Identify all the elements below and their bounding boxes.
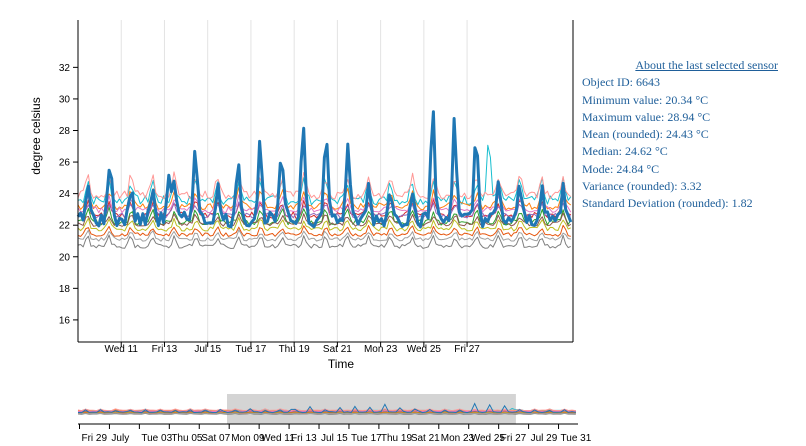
x-tick-label: Fri 13 [152,344,178,355]
sensor-info-panel: About the last selected sensor Object ID… [582,57,802,213]
overview-x-tick-label: Wed 11 [261,433,295,444]
x-tick-label: Mon 23 [364,344,398,355]
mean-value-text: Mean (rounded): 24.43 °C [582,127,709,142]
series-line[interactable] [77,217,572,232]
overview-series-group [77,402,576,415]
median-value-text: Median: 24.62 °C [582,144,668,159]
y-axis-ticks: 16 18 20 22 24 26 28 30 32 [59,63,78,326]
overview-x-tick-label: Mon 09 [231,433,265,444]
mode-value-text: Mode: 24.84 °C [582,161,660,176]
maximum-value-text: Maximum value: 28.94 °C [582,109,711,124]
overview-x-tick-label: Mon 23 [441,433,475,444]
series-line[interactable] [76,110,573,229]
series-line[interactable] [77,229,571,242]
minimum-value-text: Minimum value: 20.34 °C [582,92,709,107]
y-tick-label: 20 [59,252,71,263]
overview-series-line [77,412,576,415]
x-axis-ticks: Wed 11 Fri 13 Jul 15 Tue 17 Thu 19 Sat 21 Mon … [104,342,480,355]
x-tick-label: Tue 17 [236,344,267,355]
overview-x-tick-label: Sat 07 [201,433,230,444]
main-series-group[interactable] [76,110,573,249]
overview-series-line [77,402,576,414]
y-tick-label: 26 [59,158,71,169]
x-tick-label: Wed 11 [104,344,138,355]
y-tick-label: 30 [59,94,71,105]
sensor-info-title-link[interactable]: About the last selected sensor [635,58,778,72]
overview-x-tick-label: Fri 13 [291,433,317,444]
overview-x-tick-label: Fri 27 [501,433,527,444]
x-tick-label: Jul 15 [194,344,221,355]
object-id-text: Object ID: 6643 [582,75,660,90]
overview-x-tick-label: Tue 17 [351,433,382,444]
x-tick-label: Fri 27 [454,344,480,355]
series-line[interactable] [77,234,572,249]
overview-x-tick-label: Thu 19 [381,433,413,444]
overview-x-tick-label: Wed 25 [471,433,506,444]
overview-x-tick-label: Tue 31 [561,433,592,444]
overview-x-tick-label: Sat 21 [411,433,440,444]
x-tick-label: Sat 21 [323,344,352,355]
y-tick-label: 24 [59,189,71,200]
main-gridlines [120,20,468,342]
x-tick-label: Wed 25 [407,344,442,355]
y-tick-label: 18 [59,284,71,295]
y-tick-label: 32 [59,63,71,74]
x-axis-title: Time [328,357,355,371]
std-dev-value-text: Standard Deviation (rounded): 1.82 [582,196,753,211]
y-tick-label: 28 [59,126,71,137]
overview-x-tick-label: Jul 15 [321,433,348,444]
overview-x-tick-label: Jul 29 [531,433,558,444]
variance-value-text: Variance (rounded): 3.32 [582,179,702,194]
overview-x-tick-label: Tue 03 [141,433,172,444]
overview-x-tick-label: Thu 05 [171,433,203,444]
overview-x-tick-label: July [111,433,129,444]
series-line[interactable] [77,224,571,237]
overview-x-tick-label: Fri 29 [81,433,107,444]
x-tick-label: Thu 19 [279,344,311,355]
y-tick-label: 16 [59,315,71,326]
y-tick-label: 22 [59,221,71,232]
y-axis-title: degree celsius [29,97,43,174]
